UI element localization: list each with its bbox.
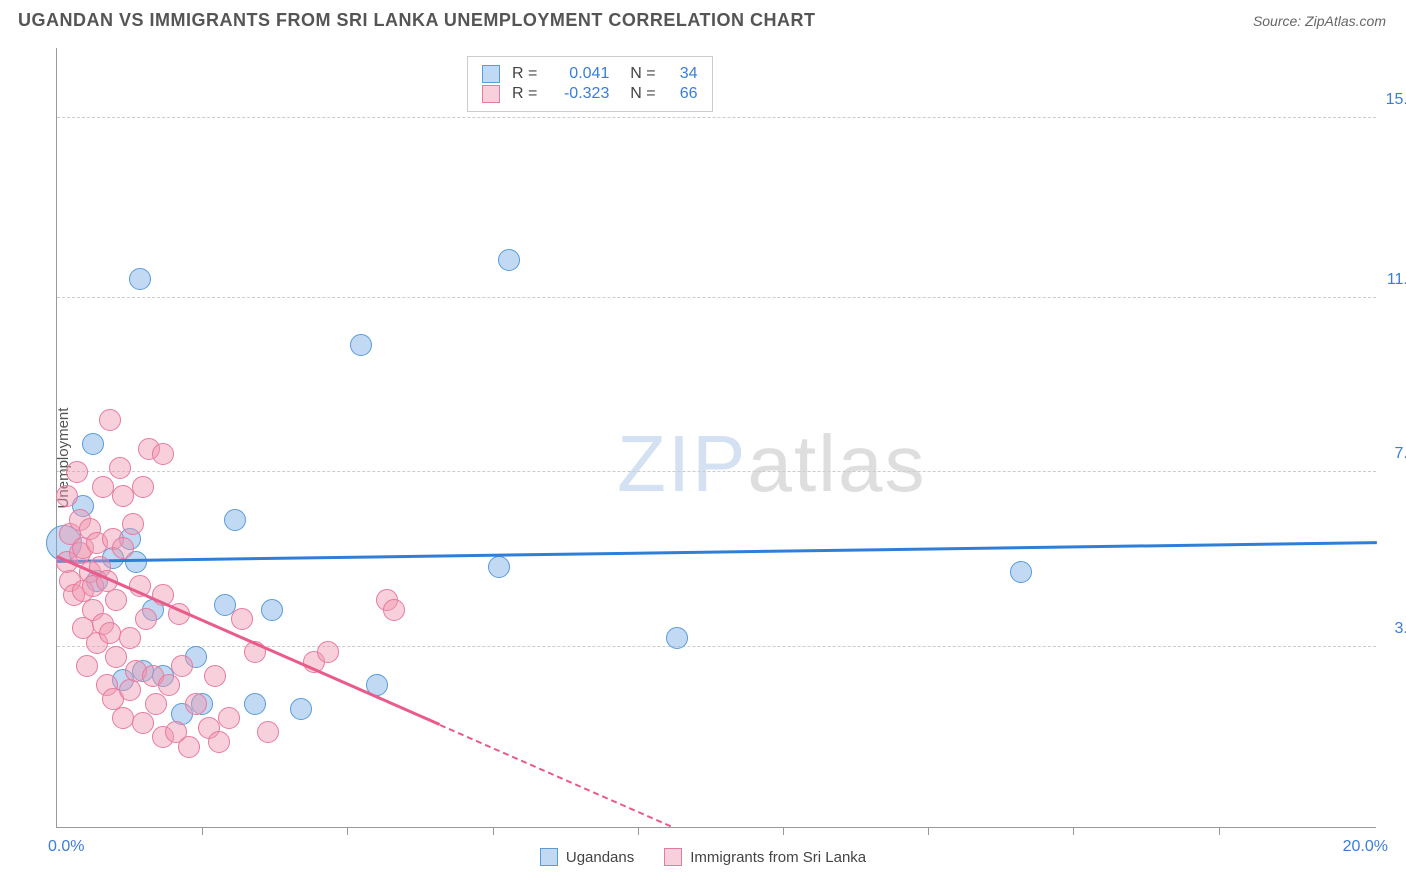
data-point	[290, 698, 312, 720]
legend-n-label: N =	[621, 65, 655, 83]
chart-header: UGANDAN VS IMMIGRANTS FROM SRI LANKA UNE…	[0, 0, 1406, 36]
legend-item: Ugandans	[540, 848, 634, 866]
legend-swatch	[664, 848, 682, 866]
data-point	[99, 409, 121, 431]
data-point	[218, 707, 240, 729]
x-tick-mark	[783, 827, 784, 835]
gridline	[57, 297, 1376, 298]
data-point	[76, 655, 98, 677]
legend-row: R = 0.041 N = 34	[482, 65, 698, 83]
data-point	[317, 641, 339, 663]
data-point	[119, 627, 141, 649]
x-tick-mark	[202, 827, 203, 835]
data-point	[204, 665, 226, 687]
x-tick-mark	[347, 827, 348, 835]
data-point	[109, 457, 131, 479]
data-point	[1010, 561, 1032, 583]
data-point	[119, 679, 141, 701]
data-point	[92, 476, 114, 498]
data-point	[132, 476, 154, 498]
trend-line	[57, 541, 1377, 562]
y-tick-label: 15.0%	[1386, 91, 1406, 109]
data-point	[666, 627, 688, 649]
y-tick-label: 11.2%	[1387, 271, 1406, 289]
data-point	[112, 537, 134, 559]
legend-n-value: 34	[668, 65, 698, 83]
chart-source: Source: ZipAtlas.com	[1253, 13, 1386, 29]
correlation-legend: R = 0.041 N = 34 R = -0.323 N = 66	[467, 56, 713, 112]
data-point	[99, 622, 121, 644]
data-point	[56, 485, 78, 507]
data-point	[171, 655, 193, 677]
x-tick-mark	[928, 827, 929, 835]
legend-swatch	[482, 85, 500, 103]
legend-r-label: R =	[512, 85, 537, 103]
data-point	[185, 693, 207, 715]
data-point	[135, 608, 157, 630]
data-point	[112, 707, 134, 729]
data-point	[129, 268, 151, 290]
legend-n-value: 66	[668, 85, 698, 103]
data-point	[488, 556, 510, 578]
data-point	[105, 589, 127, 611]
data-point	[105, 646, 127, 668]
data-point	[178, 736, 200, 758]
trend-line	[439, 724, 671, 827]
data-point	[261, 599, 283, 621]
legend-r-value: 0.041	[549, 65, 609, 83]
legend-n-label: N =	[621, 85, 655, 103]
legend-row: R = -0.323 N = 66	[482, 85, 698, 103]
y-tick-label: 7.5%	[1395, 445, 1406, 463]
plot-region: ZIPatlas 3.8%7.5%11.2%15.0%R =0.041 N =3…	[56, 48, 1376, 828]
data-point	[257, 721, 279, 743]
data-point	[158, 674, 180, 696]
data-point	[66, 461, 88, 483]
x-tick-mark	[493, 827, 494, 835]
data-point	[224, 509, 246, 531]
data-point	[350, 334, 372, 356]
x-tick-mark	[638, 827, 639, 835]
legend-series-name: Ugandans	[566, 849, 634, 866]
gridline	[57, 471, 1376, 472]
legend-series-name: Immigrants from Sri Lanka	[690, 849, 866, 866]
legend-swatch	[482, 65, 500, 83]
y-tick-label: 3.8%	[1395, 620, 1406, 638]
data-point	[231, 608, 253, 630]
x-tick-mark	[1219, 827, 1220, 835]
data-point	[145, 693, 167, 715]
series-legend: Ugandans Immigrants from Sri Lanka	[18, 848, 1388, 866]
chart-title: UGANDAN VS IMMIGRANTS FROM SRI LANKA UNE…	[18, 10, 815, 31]
chart-area: Unemployment ZIPatlas 3.8%7.5%11.2%15.0%…	[18, 48, 1388, 868]
data-point	[244, 693, 266, 715]
legend-r-value: -0.323	[549, 85, 609, 103]
data-point	[152, 443, 174, 465]
data-point	[82, 433, 104, 455]
legend-r-label: R =	[512, 65, 537, 83]
gridline	[57, 117, 1376, 118]
data-point	[498, 249, 520, 271]
data-point	[112, 485, 134, 507]
data-point	[122, 513, 144, 535]
data-point	[132, 712, 154, 734]
data-point	[383, 599, 405, 621]
x-tick-mark	[1073, 827, 1074, 835]
legend-item: Immigrants from Sri Lanka	[664, 848, 866, 866]
watermark: ZIPatlas	[617, 418, 926, 510]
data-point	[208, 731, 230, 753]
legend-swatch	[540, 848, 558, 866]
